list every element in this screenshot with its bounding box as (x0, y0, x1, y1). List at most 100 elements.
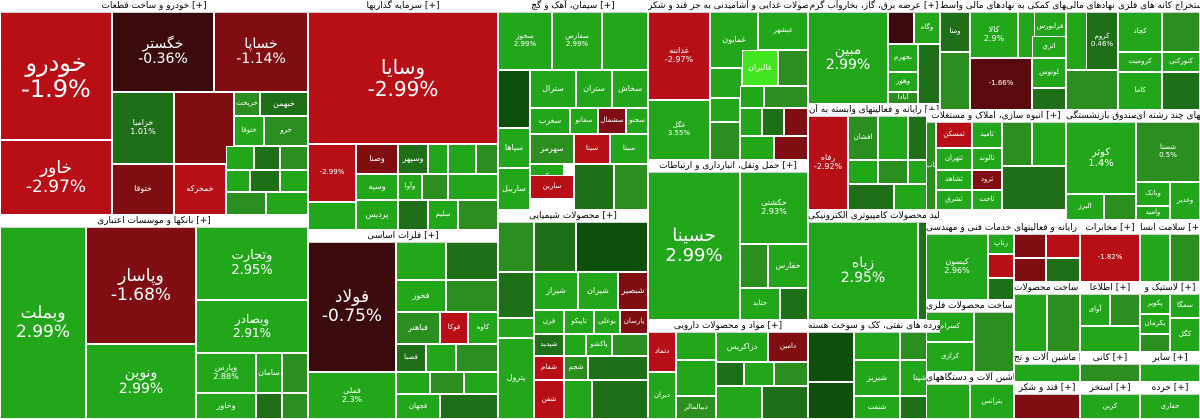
stock-tile[interactable] (1080, 364, 1140, 382)
stock-tile[interactable]: خودرو -1.9% (0, 12, 112, 140)
sector-title[interactable]: بیمه وصندوق بازنشستگی [+] (1066, 110, 1136, 123)
stock-tile[interactable] (256, 393, 282, 419)
stock-tile[interactable]: کیسون 2.96% (926, 234, 988, 300)
stock-tile[interactable] (564, 380, 592, 419)
sector-title[interactable]: استخر [+] (1080, 382, 1140, 395)
stock-tile[interactable] (1162, 72, 1200, 110)
stock-tile[interactable] (226, 170, 250, 192)
stock-tile[interactable] (280, 146, 308, 170)
stock-tile[interactable] (1066, 70, 1118, 110)
stock-tile[interactable]: وتجارت 2.95% (196, 227, 308, 300)
stock-tile[interactable] (456, 344, 498, 372)
stock-tile[interactable] (808, 382, 854, 419)
sector-title[interactable]: استخراج کانه های فلزی [+] (1118, 0, 1200, 13)
stock-tile[interactable] (762, 386, 808, 419)
stock-tile[interactable]: غبشهر (758, 12, 808, 50)
stock-tile[interactable]: ثاخت (972, 190, 1002, 210)
stock-tile[interactable]: تاپیکو (564, 310, 594, 334)
stock-tile[interactable]: ساربیل (498, 168, 530, 210)
stock-tile[interactable] (1080, 326, 1140, 352)
stock-tile[interactable]: وبصادر 2.91% (196, 300, 308, 353)
stock-tile[interactable] (878, 160, 908, 184)
stock-tile[interactable]: بجهرم (888, 44, 918, 72)
stock-tile[interactable]: خرو (264, 116, 308, 146)
stock-tile[interactable] (710, 98, 740, 122)
stock-tile[interactable] (940, 52, 970, 110)
sector-title[interactable]: خودرو و ساخت قطعات [+] (0, 0, 308, 13)
stock-tile[interactable]: شفن (534, 380, 564, 419)
stock-tile[interactable]: پردیس (356, 200, 398, 230)
stock-tile[interactable] (458, 200, 498, 230)
stock-tile[interactable]: سغرب (530, 108, 570, 134)
sector-title[interactable]: انبوه سازی، املاک و مستغلات [+] (926, 110, 1066, 123)
stock-tile[interactable] (250, 170, 280, 192)
stock-tile[interactable]: غگل 3.55% (648, 100, 710, 160)
stock-tile[interactable]: البرز (1066, 194, 1104, 220)
stock-tile[interactable] (988, 278, 1014, 300)
stock-tile[interactable] (676, 360, 716, 396)
stock-tile[interactable]: کنورکنی (1162, 52, 1200, 72)
stock-tile[interactable]: کرومیت (1118, 52, 1162, 72)
stock-tile[interactable]: وپاسار -1.68% (86, 227, 196, 344)
stock-tile[interactable]: ثشاهد (936, 170, 972, 190)
stock-tile[interactable]: فباهنر (396, 312, 440, 344)
stock-tile[interactable]: کچاد (1118, 12, 1162, 52)
sector-title[interactable]: فلزات اساسی [+] (308, 230, 498, 243)
stock-tile[interactable]: ستران (576, 70, 612, 108)
stock-tile[interactable] (440, 394, 498, 419)
stock-tile[interactable] (1032, 122, 1066, 166)
stock-tile[interactable] (1140, 334, 1170, 352)
stock-tile[interactable] (564, 334, 586, 356)
stock-tile[interactable]: ثالوند (972, 148, 1002, 170)
stock-tile[interactable]: لوتوس (1032, 58, 1066, 88)
stock-tile[interactable]: ثتهران (936, 148, 972, 170)
stock-tile[interactable] (446, 242, 498, 280)
stock-tile[interactable]: ومنا (940, 12, 970, 52)
stock-tile[interactable] (464, 372, 498, 394)
stock-tile[interactable]: حفاری (1140, 394, 1200, 419)
stock-tile[interactable]: سفارس 2.99% (552, 12, 602, 70)
sector-title[interactable]: لاستیک و [+] (1140, 282, 1200, 295)
stock-tile[interactable] (282, 353, 308, 393)
stock-tile[interactable]: وصنا (356, 144, 398, 174)
stock-tile[interactable] (174, 92, 234, 164)
stock-tile[interactable]: -2.99% (308, 144, 356, 202)
stock-tile[interactable] (918, 44, 940, 104)
stock-tile[interactable]: سیتا (574, 134, 610, 164)
sector-title[interactable]: ماشین آلات و تج [+] (1014, 352, 1080, 365)
stock-tile[interactable] (476, 144, 498, 174)
stock-tile[interactable] (740, 136, 774, 160)
stock-tile[interactable]: وغدیر (1170, 182, 1200, 220)
stock-tile[interactable] (602, 12, 648, 70)
stock-tile[interactable]: ختوقا (112, 164, 174, 215)
sector-title[interactable]: ماشین آلات و دستگاههای [+] (926, 372, 1014, 385)
sector-title[interactable]: فراورده های نفتی، کک و سوخت هسته [+] (808, 320, 940, 333)
stock-tile[interactable]: حسینا 2.99% (648, 172, 740, 320)
stock-tile[interactable] (308, 202, 356, 230)
stock-tile[interactable] (1014, 394, 1080, 419)
stock-tile[interactable]: وهور (888, 72, 918, 92)
stock-tile[interactable] (1046, 258, 1080, 282)
stock-tile[interactable] (1104, 194, 1136, 220)
stock-tile[interactable]: ختوقا (234, 116, 264, 146)
stock-tile[interactable]: غالبران (742, 50, 778, 86)
stock-tile[interactable] (988, 254, 1014, 278)
stock-tile[interactable]: سجنو (626, 108, 648, 134)
stock-tile[interactable]: سمگا (1170, 294, 1200, 318)
sector-title[interactable]: فعالیتهای کمکی به نهادهای مالی [+] (1066, 0, 1118, 13)
stock-tile[interactable]: وامید (1136, 206, 1170, 220)
stock-tile[interactable] (280, 170, 308, 192)
stock-tile[interactable]: سپاها (498, 128, 530, 168)
stock-tile[interactable] (1014, 364, 1080, 382)
stock-tile[interactable]: بترانس (970, 384, 1014, 419)
sector-title[interactable]: خرده [+] (1140, 382, 1200, 395)
sector-title[interactable]: فعالیتهای کمکی به نهادهای مالی واسط [+] (940, 0, 1066, 13)
stock-tile[interactable]: ثمسکن (936, 122, 972, 148)
stock-tile[interactable]: وسایا -2.99% (308, 12, 498, 144)
sector-title[interactable]: سیمان، آهک و گچ [+] (498, 0, 648, 13)
stock-tile[interactable]: وآوا (398, 174, 422, 200)
stock-tile[interactable]: شستا 0.5% (1136, 122, 1200, 182)
sector-title[interactable]: شرکتهای چند رشته ای [+] (1136, 110, 1200, 123)
stock-tile[interactable]: کروم 0.46% (1086, 12, 1118, 70)
stock-tile[interactable]: فوکا (440, 312, 468, 344)
